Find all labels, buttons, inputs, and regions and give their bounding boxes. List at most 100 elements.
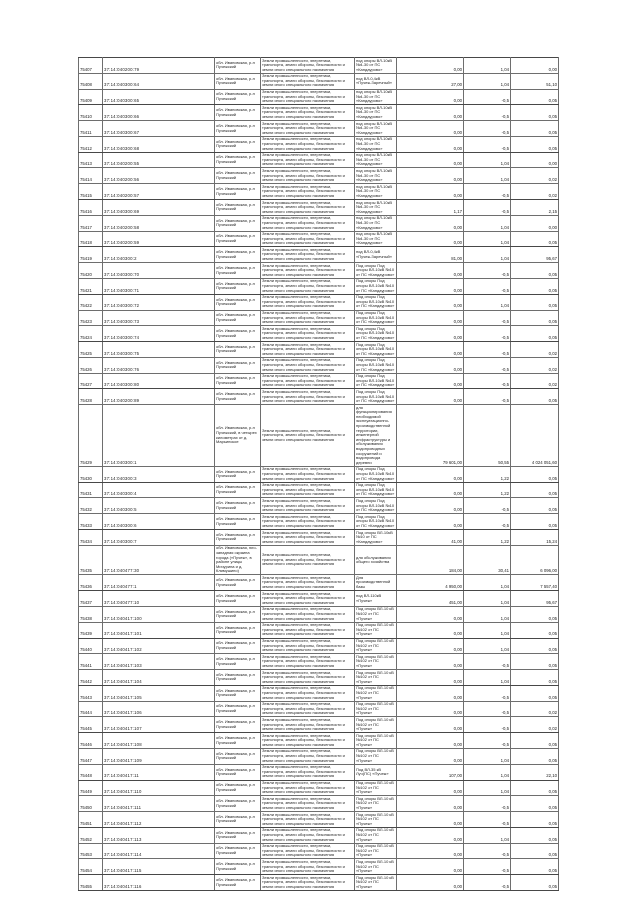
location-cell: обл. Ивановская, р-н Пучежский [214, 826, 261, 844]
table-row: 75451 37:14:040417:112 обл. Ивановская, … [78, 811, 559, 828]
cadastral-value-cell: 0,05 [510, 621, 559, 639]
parcel-index-cell: 75428 [78, 388, 103, 406]
parcel-index-cell: 75446 [78, 732, 103, 749]
cadastral-value-cell: 0,05 [510, 104, 559, 122]
table-row: 75408 37:14:040300:64 обл. Ивановская, р… [78, 72, 559, 90]
table-row: 75416 37:14:040300:69 обл. Ивановская, р… [78, 199, 559, 216]
rate-cell: 1,04 [463, 747, 511, 765]
cadastral-number-cell: 37:14:040417:102 [102, 637, 215, 655]
parcels-table-body: 75407 37:14:040200:79 обл. Ивановская, р… [78, 57, 559, 891]
permitted-use-cell: Под опоры Под опоры ВЛ-10кВ №10 от ПС «К… [354, 309, 397, 327]
land-category-cell: Земли промышленности, энергетики, трансп… [260, 88, 355, 106]
parcel-index-cell: 75419 [78, 246, 103, 264]
cadastral-value-cell: 0,00 [510, 214, 559, 232]
cadastral-number-cell: 37:14:040300:66 [102, 104, 215, 122]
table-row: 75433 37:14:040300:6 обл. Ивановская, р-… [78, 513, 559, 531]
land-category-cell: Земли промышленности, энергетики, трансп… [260, 356, 355, 374]
permitted-use-cell: Под опоры Под опоры ВЛ-10кВ №10 от ПС «К… [354, 465, 397, 483]
rate-cell: -0,5 [463, 183, 511, 201]
location-cell: обл. Ивановская, р-н Пучежский [214, 684, 261, 702]
cadastral-value-cell: 0,05 [510, 669, 559, 686]
location-cell: обл. Ивановская, р-н Пучежский [214, 874, 261, 891]
cadastral-number-cell: 37:14:040300:70 [102, 262, 215, 279]
cadastral-value-cell: 0,00 [510, 57, 559, 74]
permitted-use-cell: под опоры ВЛ-10кВ №4-30 от ПС «Кандауров… [354, 214, 397, 232]
rate-cell: -0,5 [463, 811, 511, 828]
land-category-cell: Земли промышленности, энергетики, трансп… [260, 230, 355, 248]
rate-cell: 1,04 [463, 214, 511, 232]
table-row: 75435 37:14:040477:30 обл. Ивановская, ю… [78, 544, 559, 576]
permitted-use-cell: Под опоры Под опоры ВЛ-10кВ №10 от ПС «К… [354, 325, 397, 343]
permitted-use-cell: под ВЛ-0,4кВ «Пучеж-Заречный» [354, 72, 397, 90]
cadastral-number-cell: 37:14:040300:67 [102, 120, 215, 137]
permitted-use-cell: под опоры ВЛ-10кВ №4-30 от ПС «Кандауров… [354, 230, 397, 248]
table-row: 75436 37:14:040477:1 обл. Ивановская, р-… [78, 574, 559, 592]
land-category-cell: Земли промышленности, энергетики, трансп… [260, 309, 355, 327]
cadastral-value-cell: 0,05 [510, 277, 559, 295]
rate-cell: -0,5 [463, 88, 511, 106]
cadastral-value-cell: 0,02 [510, 700, 559, 718]
permitted-use-cell: Под опоры Под опоры ВЛ-10кВ №10 от ПС «К… [354, 262, 397, 279]
table-row: 75439 37:14:040417:101 обл. Ивановская, … [78, 621, 559, 639]
cadastral-number-cell: 37:14:040417:104 [102, 669, 215, 686]
location-cell: обл. Ивановская, р-н Пучежский [214, 590, 261, 607]
permitted-use-cell: Под опоры ВЛ-10 кВ №102 от ПС «Пучеж» [354, 747, 397, 765]
rate-cell: -0,5 [463, 120, 511, 137]
area-cell: 0,00 [396, 356, 464, 374]
land-category-cell: Земли промышленности, энергетики, трансп… [260, 513, 355, 531]
table-row: 75441 37:14:040417:103 обл. Ивановская, … [78, 653, 559, 671]
cadastral-value-cell: 0,05 [510, 747, 559, 765]
permitted-use-cell: Под опоры ВЛ-10кВ №10 от ПС «Кандаурово» [354, 529, 397, 546]
rate-cell: -0,5 [463, 356, 511, 374]
cadastral-number-cell: 37:14:040417:108 [102, 732, 215, 749]
land-category-cell: Земли промышленности, энергетики, трансп… [260, 684, 355, 702]
parcel-index-cell: 75447 [78, 747, 103, 765]
parcel-index-cell: 75445 [78, 716, 103, 734]
area-cell: 0,00 [396, 513, 464, 531]
area-cell: 0,00 [396, 669, 464, 686]
cadastral-number-cell: 37:14:040300:2 [102, 246, 215, 264]
land-category-cell: Земли промышленности, энергетики, трансп… [260, 151, 355, 169]
area-cell: 0,00 [396, 637, 464, 655]
area-cell: 0,00 [396, 88, 464, 106]
area-cell: 107,00 [396, 763, 464, 781]
cadastral-number-cell: 37:14:040417:100 [102, 605, 215, 623]
parcel-index-cell: 75412 [78, 135, 103, 153]
table-row: 75412 37:14:040300:68 обл. Ивановская, р… [78, 135, 559, 153]
location-cell: обл. Ивановская, р-н Пучежский [214, 779, 261, 797]
location-cell: обл. Ивановская, р-н Пучежский [214, 465, 261, 483]
parcel-index-cell: 75438 [78, 605, 103, 623]
cadastral-number-cell: 37:14:040300:71 [102, 277, 215, 295]
cadastral-value-cell: 0,05 [510, 779, 559, 797]
table-row: 75454 37:14:040417:115 обл. Ивановская, … [78, 858, 559, 876]
rate-cell: -0,5 [463, 684, 511, 702]
table-row: 75437 37:14:040477:10 обл. Ивановская, р… [78, 590, 559, 607]
table-row: 75418 37:14:040200:59 обл. Ивановская, р… [78, 230, 559, 248]
location-cell: обл. Ивановская, р-н Пучежский [214, 669, 261, 686]
table-row: 75420 37:14:040300:70 обл. Ивановская, р… [78, 262, 559, 279]
permitted-use-cell: под опоры ВЛ-10кВ №4-30 от ПС «Кандауров… [354, 183, 397, 201]
cadastral-value-cell: 7 557,40 [510, 574, 559, 592]
parcel-index-cell: 75408 [78, 72, 103, 90]
cadastral-number-cell: 37:14:040200:89 [102, 388, 215, 406]
area-cell: 0,00 [396, 779, 464, 797]
table-row: 75445 37:14:040417:107 обл. Ивановская, … [78, 716, 559, 734]
land-category-cell: Земли промышленности, энергетики, трансп… [260, 842, 355, 860]
land-category-cell: Земли промышленности, энергетики, трансп… [260, 262, 355, 279]
permitted-use-cell: для обслуживания общего хозяйства [354, 544, 397, 576]
area-cell: 0,00 [396, 842, 464, 860]
permitted-use-cell: для функционирования необходимой эксплуа… [354, 404, 397, 467]
location-cell: обл. Ивановская, р-н Пучежский [214, 135, 261, 153]
cadastral-value-cell: 51,10 [510, 72, 559, 90]
rate-cell: -0,5 [463, 858, 511, 876]
land-category-cell: Земли промышленности, энергетики, трансп… [260, 529, 355, 546]
cadastral-number-cell: 37:14:040300:5 [102, 497, 215, 515]
cadastral-value-cell: 0,05 [510, 135, 559, 153]
parcel-index-cell: 75442 [78, 669, 103, 686]
land-category-cell: Земли промышленности, энергетики, трансп… [260, 747, 355, 765]
area-cell: 0,00 [396, 57, 464, 74]
rate-cell: 1,04 [463, 246, 511, 264]
area-cell: 0,00 [396, 388, 464, 406]
cadastral-value-cell: 0,05 [510, 465, 559, 483]
permitted-use-cell: Под опоры ВЛ-10 кВ №102 от ПС «Пучеж» [354, 732, 397, 749]
